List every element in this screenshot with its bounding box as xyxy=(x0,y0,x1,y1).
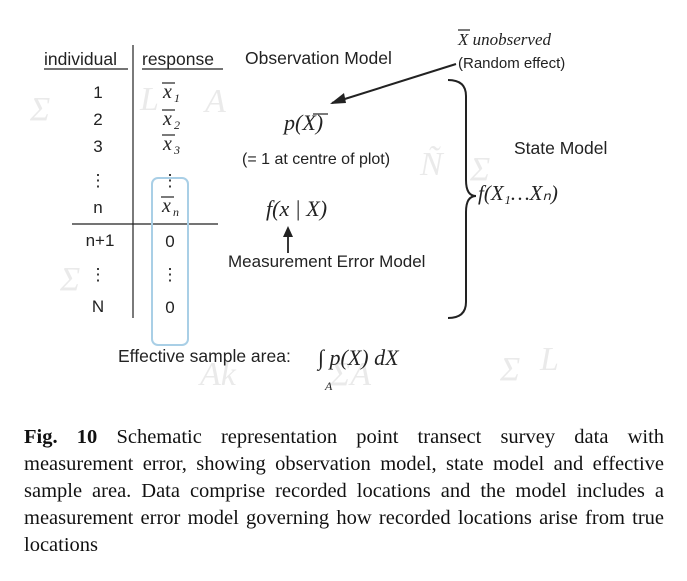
response-zero-2: 0 xyxy=(165,298,174,317)
figure-label: Fig. 10 xyxy=(24,426,98,448)
state-function: f(X₁…Xₙ) xyxy=(478,181,558,205)
svg-text:Ñ: Ñ xyxy=(419,146,445,183)
response-zero-1: 0 xyxy=(165,232,174,251)
effective-sample-area-label: Effective sample area: xyxy=(118,346,291,366)
svg-text:A: A xyxy=(203,83,226,120)
header-response: response xyxy=(142,49,214,69)
background-formula-watermark: Σ L A Ñ Σ Σ Ak ΣA Σ L xyxy=(29,81,559,393)
row-individual-3: 3 xyxy=(93,137,102,156)
response-x2: x 2 xyxy=(162,108,180,132)
response-xn: x n xyxy=(161,195,179,219)
svg-text:Σ: Σ xyxy=(499,351,520,388)
row-individual-n-plus-1: n+1 xyxy=(86,231,115,250)
measurement-arrowhead xyxy=(283,226,293,237)
state-model-brace xyxy=(447,79,477,319)
row-individual-dots-2: ⋮ xyxy=(90,265,107,284)
response-x3: x 3 xyxy=(162,133,180,157)
response-dots-2: ⋮ xyxy=(162,265,179,284)
measurement-function: f(x | X) xyxy=(266,196,327,221)
transect-diagram: Σ L A Ñ Σ Σ Ak ΣA Σ L individual respons… xyxy=(29,29,607,393)
svg-text:3: 3 xyxy=(173,143,180,157)
row-individual-1: 1 xyxy=(93,83,102,102)
row-individual-n: n xyxy=(93,198,102,217)
response-highlight-box xyxy=(151,177,189,346)
svg-text:ΣA: ΣA xyxy=(329,356,371,393)
svg-text:Σ: Σ xyxy=(29,91,50,128)
svg-text:L: L xyxy=(139,81,159,118)
svg-text:Ak: Ak xyxy=(198,356,237,393)
unobserved-label: X unobserved xyxy=(457,30,552,49)
svg-text:n: n xyxy=(173,205,179,219)
random-effect-label: (Random effect) xyxy=(458,55,565,72)
row-individual-dots-1: ⋮ xyxy=(90,171,107,190)
figure-caption: Fig. 10 Schematic representation point t… xyxy=(24,424,664,559)
svg-text:x: x xyxy=(162,81,172,103)
svg-text:1: 1 xyxy=(174,91,180,105)
response-dots-1: ⋮ xyxy=(162,171,179,190)
svg-text:x: x xyxy=(162,108,172,130)
row-individual-2: 2 xyxy=(93,110,102,129)
centre-note: (= 1 at centre of plot) xyxy=(242,151,390,168)
effective-area-integral: ∫ p(X) dX xyxy=(316,345,400,371)
header-individual: individual xyxy=(44,49,117,69)
random-effect-arrowhead xyxy=(330,93,346,104)
caption-text: Schematic representation point transect … xyxy=(24,426,665,556)
diagram-svg: Σ L A Ñ Σ Σ Ak ΣA Σ L individual respons… xyxy=(29,29,607,393)
svg-text:x: x xyxy=(162,133,172,155)
svg-text:Σ: Σ xyxy=(469,151,490,188)
observation-model-label: Observation Model xyxy=(245,48,392,68)
svg-text:L: L xyxy=(539,341,559,378)
svg-text:2: 2 xyxy=(174,118,180,132)
row-individual-N: N xyxy=(92,297,104,316)
integral-domain: A xyxy=(324,379,333,393)
measurement-error-model-label: Measurement Error Model xyxy=(228,252,425,271)
random-effect-arrow-line xyxy=(331,63,457,104)
svg-text:Σ: Σ xyxy=(59,261,80,298)
response-x1: x 1 xyxy=(162,81,180,105)
state-model-label: State Model xyxy=(514,138,607,158)
svg-text:x: x xyxy=(161,195,171,217)
